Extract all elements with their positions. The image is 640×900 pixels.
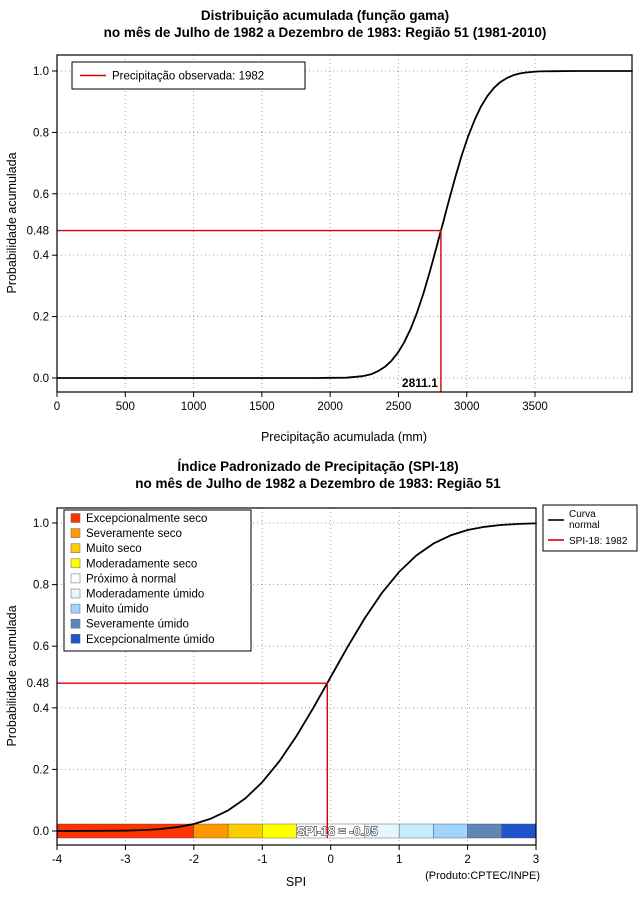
y-tick-label: 0.8 <box>33 127 49 139</box>
marker-probability-label: 0.48 <box>27 226 49 238</box>
legend-swatch <box>70 558 81 569</box>
spi-bar-segment <box>398 823 434 839</box>
y-tick-label: 0.2 <box>33 764 49 776</box>
spi-bar-segment <box>433 823 468 839</box>
product-note: (Produto:CPTEC/INPE) <box>425 870 540 882</box>
x-tick-label: 1000 <box>181 401 207 413</box>
legend-swatch <box>70 513 81 523</box>
x-tick-label: 2 <box>464 854 470 866</box>
legend-swatch <box>70 588 81 599</box>
y-tick-label: 0.0 <box>33 373 49 385</box>
x-tick-label: 1500 <box>249 401 275 413</box>
spi-bar-segment <box>262 823 297 839</box>
x-tick-label: 2000 <box>317 401 343 413</box>
spi-legend-box <box>63 509 252 652</box>
x-tick-label: 500 <box>116 401 135 413</box>
x-tick-label: 3 <box>533 854 539 866</box>
x-tick-label: -3 <box>120 854 130 866</box>
normal-curve-label-line2: normal <box>569 520 600 531</box>
spi-cdf-chart: Índice Padronizado de Precipitação (SPI-… <box>5 459 638 889</box>
y-axis-label: Probabilidade acumulada <box>5 152 19 293</box>
legend: Precipitação observada: 1982 <box>71 61 306 90</box>
plot-box <box>56 507 537 846</box>
gamma-cdf-chart: Distribuição acumulada (função gama) no … <box>5 8 633 444</box>
y-tick-label: 0.2 <box>33 312 49 324</box>
chart-subtitle: no mês de Julho de 1982 a Dezembro de 19… <box>104 25 547 40</box>
cdf-curve <box>56 522 537 832</box>
plot-area: 0 500 1000 1500 2000 2500 3000 3500 0.0 0.2 0.4 0.6… <box>27 54 633 413</box>
x-tick-label: 3500 <box>522 401 548 413</box>
y-tick-label: 0.6 <box>33 189 49 201</box>
legend-swatch <box>70 618 81 629</box>
spi-bar-segment <box>501 823 537 839</box>
spi-category-legend: Excepcionalmente seco Severamente seco Mui… <box>63 509 252 652</box>
x-tick-label: 0 <box>54 401 60 413</box>
normal-curve-label-line1: Curva <box>569 509 596 520</box>
y-tick-label: 0.4 <box>33 250 50 262</box>
legend-category-label: Excepcionalmente úmido <box>86 634 215 646</box>
legend-category-label: Severamente úmido <box>86 619 189 631</box>
marker-line <box>57 229 442 392</box>
legend-box <box>71 61 306 90</box>
legend-category-label: Muito seco <box>86 543 142 555</box>
spi-legend-label: SPI-18: 1982 <box>569 536 628 547</box>
spi-value-label: SPI-18 = -0.05 <box>297 825 378 839</box>
y-tick-label: 0.8 <box>33 580 49 592</box>
legend-category-label: Severamente seco <box>86 528 182 540</box>
legend-right: Curva normal SPI-18: 1982 <box>542 504 638 552</box>
legend-label: Precipitação observada: 1982 <box>112 71 264 83</box>
x-tick-label: 0 <box>328 854 334 866</box>
spi-bar-segment <box>193 823 229 839</box>
x-tick-label: 3000 <box>454 401 480 413</box>
legend-category-label: Próximo à normal <box>86 573 176 585</box>
marker-probability-label: 0.48 <box>27 678 49 690</box>
spi-bar-segment <box>227 823 263 839</box>
cdf-curve <box>56 70 633 379</box>
chart-title: Distribuição acumulada (função gama) <box>201 8 449 23</box>
x-axis-label: Precipitação acumulada (mm) <box>261 430 427 444</box>
y-tick-label: 0.0 <box>33 826 49 838</box>
y-tick-label: 1.0 <box>33 66 49 78</box>
y-tick-label: 1.0 <box>33 518 49 530</box>
plot-box <box>56 54 633 393</box>
y-tick-label: 0.6 <box>33 641 49 653</box>
legend-category-label: Excepcionalmente seco <box>86 513 207 525</box>
x-tick-label: -1 <box>257 854 267 866</box>
spi-bar-segment <box>467 823 502 839</box>
marker-line <box>57 682 328 838</box>
y-axis-label: Probabilidade acumulada <box>5 605 19 746</box>
legend-category-label: Moderadamente úmido <box>86 589 204 601</box>
legend-swatch <box>70 528 81 538</box>
marker-value-label: 2811.1 <box>402 376 438 390</box>
legend-category-label: Moderadamente seco <box>86 558 197 570</box>
legend-swatch <box>70 634 81 644</box>
legend-right-box <box>542 504 638 552</box>
plot-area: -4 -3 -2 -1 0 1 2 3 0.0 0.2 0.4 0.6 0.8 1.0 0.48 SPI-18… <box>27 507 539 866</box>
x-tick-label: -4 <box>52 854 63 866</box>
chart-subtitle: no mês de Julho de 1982 a Dezembro de 19… <box>135 476 501 491</box>
legend-category-label: Muito úmido <box>86 604 149 616</box>
legend-swatch <box>70 573 81 584</box>
legend-swatch <box>70 603 81 614</box>
y-tick-label: 0.4 <box>33 703 50 715</box>
x-tick-label: -2 <box>189 854 199 866</box>
legend-swatch <box>70 543 81 553</box>
x-tick-label: 1 <box>396 854 402 866</box>
chart-title: Índice Padronizado de Precipitação (SPI-… <box>177 459 458 474</box>
x-axis-label: SPI <box>286 875 306 889</box>
x-tick-label: 2500 <box>386 401 412 413</box>
